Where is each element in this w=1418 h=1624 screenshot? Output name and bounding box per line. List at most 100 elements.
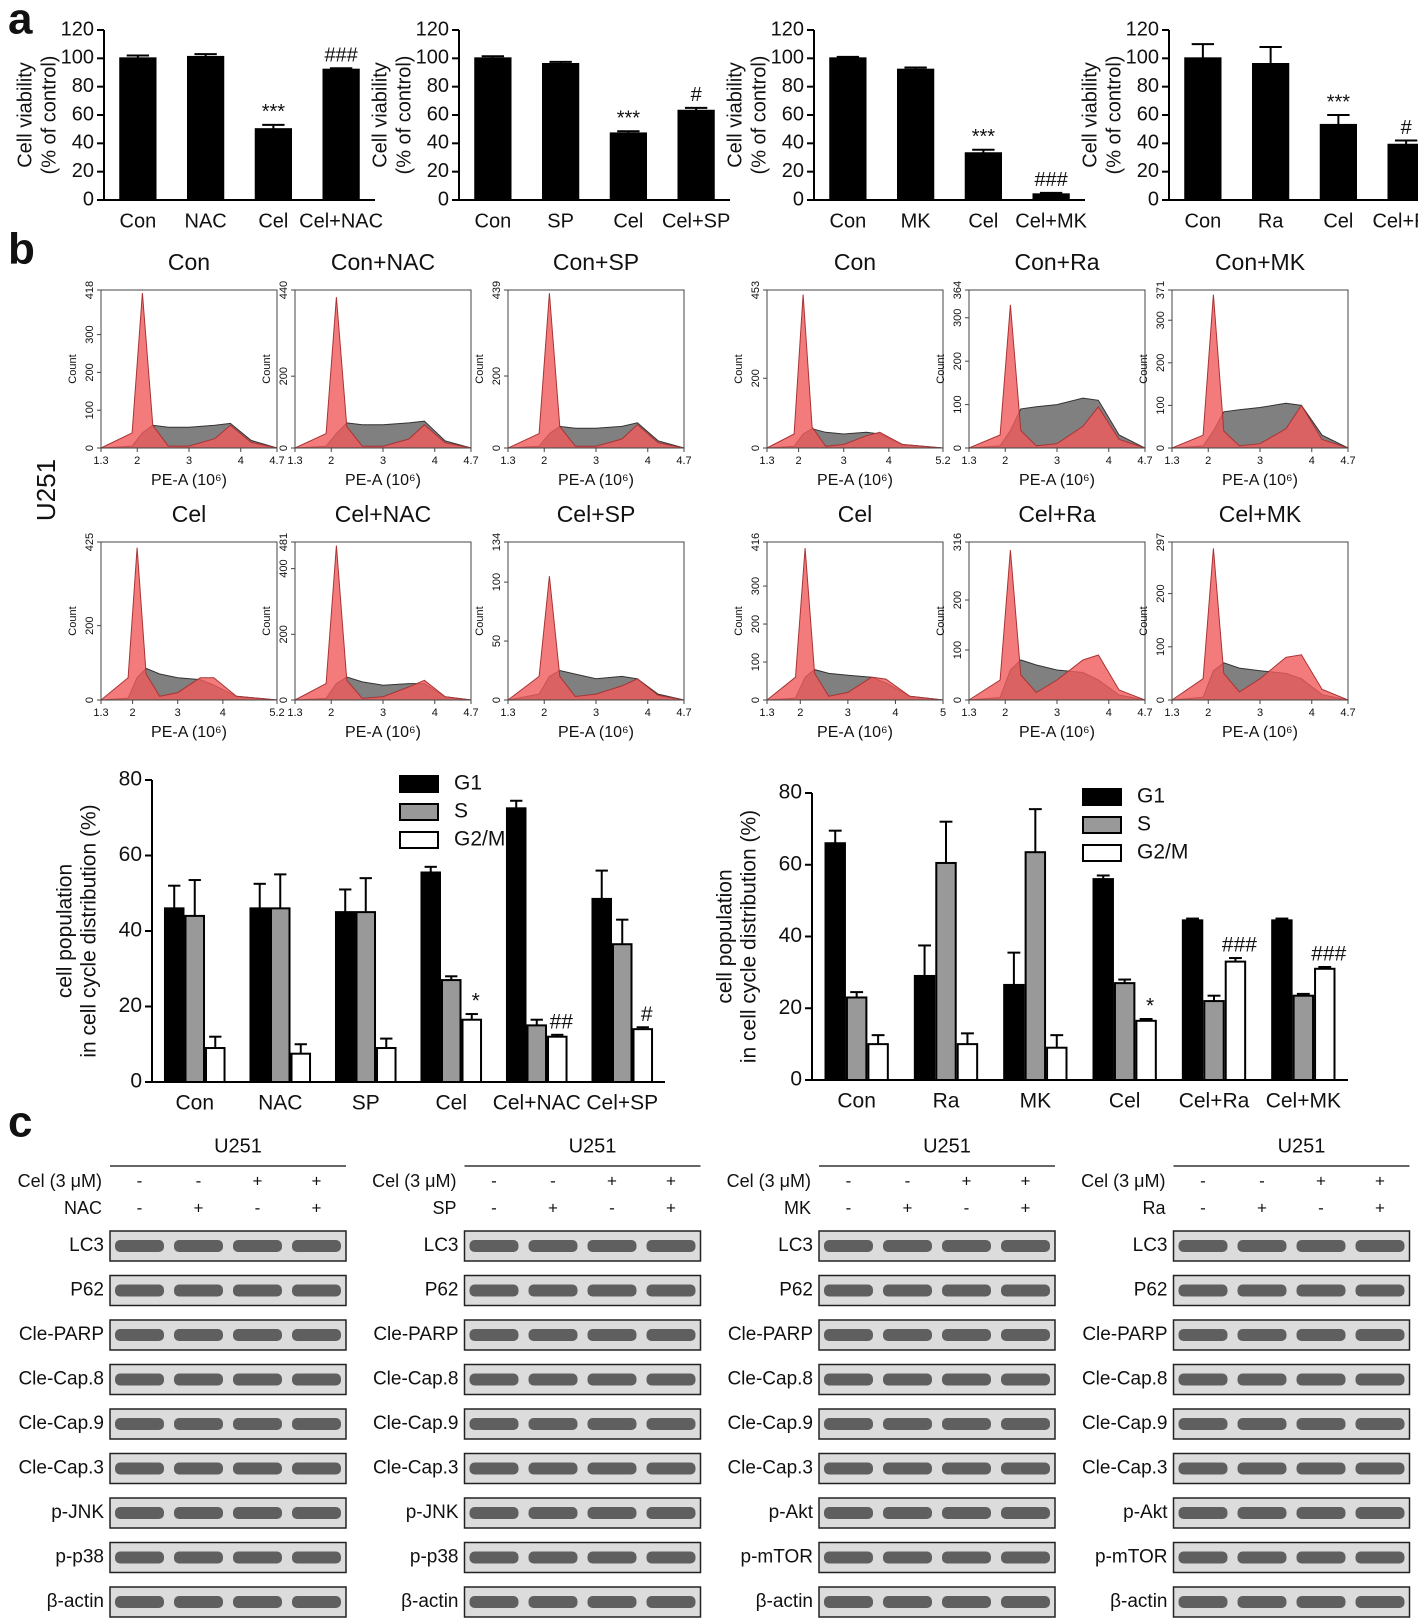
histogram-area [1171,548,1349,701]
x-tick-label: 2 [796,455,802,467]
plot-frame [294,541,472,701]
condition-label: Cel (3 μM) [18,1171,102,1191]
x-tick-label: 1.3 [500,707,515,719]
blot-band [646,1240,696,1252]
band-label: Cle-Cap.9 [373,1413,459,1434]
blot-band [1296,1373,1346,1386]
blot-band [174,1462,223,1475]
x-tick-label: 4 [220,707,226,719]
y-tick-label: 0 [1155,697,1167,703]
x-tick-label: Cel+SP [586,1092,658,1115]
blot-band [1001,1551,1050,1564]
legend-label: G2/M [1137,841,1188,864]
x-tick-label: 5.2 [269,707,284,719]
legend-label: S [454,800,468,823]
y-tick-label: 120 [61,18,94,40]
x-tick-label: Ra [1258,210,1284,232]
y-tick-label: 20 [427,160,449,182]
x-tick-label: 4.7 [1340,707,1355,719]
blot-band [233,1551,282,1564]
condition-sign: - [609,1198,615,1217]
y-axis-label: (% of control) [38,56,60,175]
x-tick-label: 2 [1002,455,1008,467]
y-tick-label: 439 [491,281,503,299]
x-tick-label: 1.3 [759,707,774,719]
annotation: ### [1034,169,1068,191]
y-tick-label: 100 [491,573,503,591]
legend-label: G1 [1137,785,1165,808]
blot-band [1296,1329,1346,1341]
blot-band [587,1329,637,1341]
band-label: Cle-Cap.8 [1082,1369,1168,1390]
y-tick-label: 0 [130,1070,142,1093]
histogram-area [507,576,685,701]
blot-band [174,1551,223,1564]
blot-band [1355,1373,1405,1386]
histogram-area [294,297,472,449]
bar [829,57,867,202]
blot-band [115,1596,164,1608]
y-tick-label: 100 [1155,396,1167,414]
band-label: β-actin [47,1591,104,1612]
condition-sign: - [137,1171,143,1190]
y-tick-label: 100 [61,47,94,69]
x-tick-label: 4.7 [1137,707,1152,719]
annotation: ### [324,45,358,67]
blot-band [292,1596,341,1608]
annotation: # [691,84,703,106]
x-tick-label: 3 [1257,707,1263,719]
condition-sign: + [194,1198,204,1217]
blot-band [1178,1373,1228,1386]
bar [1046,1046,1068,1082]
blot-band [174,1373,223,1386]
plot-frame [766,541,944,701]
y-tick-label: 100 [1126,47,1159,69]
condition-sign: + [1375,1198,1385,1217]
x-axis-label: PE-A (10⁶) [1222,472,1298,489]
blot-band [115,1551,164,1564]
blot-band [233,1596,282,1608]
band-label: β-actin [1110,1591,1167,1612]
y-tick-label: 481 [278,533,290,551]
y-tick-label: 60 [779,852,802,875]
condition-label: MK [784,1198,811,1218]
blot-band [292,1551,341,1564]
blot-band [1178,1418,1228,1430]
blot-band [1001,1329,1050,1341]
x-tick-label: Cel [968,210,998,232]
bar [254,128,293,202]
histogram-area [294,545,472,701]
blot-band [115,1284,164,1297]
blot-band [824,1462,873,1475]
y-tick-label: 0 [790,1068,802,1091]
blot-band [528,1284,578,1297]
x-tick-label: NAC [258,1092,302,1115]
x-axis-label: PE-A (10⁶) [1019,472,1095,489]
x-tick-label: 5.2 [935,455,950,467]
band-label: Cle-PARP [19,1324,104,1345]
y-tick-label: 0 [491,445,503,451]
histogram-area [766,548,944,701]
y-tick-label: 200 [278,625,290,643]
legend-swatch [1082,816,1122,834]
y-tick-label: 0 [84,445,96,451]
blot-band [646,1373,696,1386]
condition-sign: + [607,1171,617,1190]
bar [184,914,206,1084]
blot-band [528,1329,578,1341]
y-tick-label: 80 [72,75,94,97]
histogram-area [507,293,685,449]
blot-band [646,1551,696,1564]
condition-sign: - [1259,1171,1265,1190]
x-tick-label: 2 [328,707,334,719]
panel-title: Cel+MK [1219,501,1302,527]
condition-sign: - [846,1171,852,1190]
blot-band [528,1373,578,1386]
y-axis-label: (% of control) [393,56,415,175]
x-tick-label: 3 [1054,707,1060,719]
y-tick-label: 120 [771,18,804,40]
blot-band [824,1284,873,1297]
y-tick-label: 200 [952,591,964,609]
blot-band [883,1507,932,1519]
